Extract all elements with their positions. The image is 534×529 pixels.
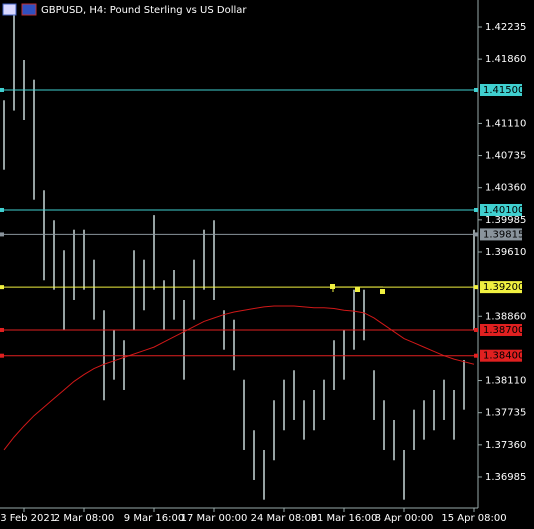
level-label-box bbox=[480, 323, 522, 336]
x-tick-label: 9 Mar 16:00 bbox=[124, 513, 184, 524]
x-tick-label: 31 Mar 16:00 bbox=[311, 513, 378, 524]
x-tick-label: 15 Apr 08:00 bbox=[441, 513, 506, 524]
level-handle bbox=[0, 285, 4, 290]
x-tick-label: 24 Mar 08:00 bbox=[251, 513, 318, 524]
level-handle bbox=[474, 207, 478, 212]
level-label: 1.38400 bbox=[483, 351, 524, 362]
y-tick-label: 1.40735 bbox=[485, 151, 526, 162]
x-tick-label: 2 Mar 08:00 bbox=[54, 513, 114, 524]
level-label: 1.38700 bbox=[483, 325, 524, 336]
x-tick-label: 17 Mar 00:00 bbox=[181, 513, 248, 524]
level-handle bbox=[474, 87, 478, 92]
y-tick-label: 1.36985 bbox=[485, 472, 526, 483]
y-tick-label: 1.37735 bbox=[485, 408, 526, 419]
level-handle bbox=[474, 327, 478, 332]
y-tick-label: 1.39985 bbox=[485, 215, 526, 226]
level-handle bbox=[0, 232, 4, 237]
icon bbox=[2, 3, 17, 16]
y-tick-label: 1.38860 bbox=[485, 311, 526, 322]
level-label-box bbox=[480, 281, 522, 294]
y-tick-label: 1.39610 bbox=[485, 247, 526, 258]
moving-average bbox=[3, 305, 475, 451]
level-handle bbox=[474, 285, 478, 290]
y-tick-label: 1.41110 bbox=[485, 118, 526, 129]
level-label: 1.41500 bbox=[483, 85, 524, 96]
level-label: 1.39200 bbox=[483, 282, 524, 293]
chart-title: GBPUSD, H4: Pound Sterling vs US Dollar bbox=[41, 5, 247, 16]
level-handle bbox=[474, 353, 478, 358]
y-tick-label: 1.37360 bbox=[485, 440, 526, 451]
y-tick-label: 1.41860 bbox=[485, 54, 526, 65]
y-tick-label: 1.40360 bbox=[485, 183, 526, 194]
level-label: 1.40100 bbox=[483, 205, 524, 216]
level-label-box bbox=[480, 228, 522, 241]
level-handle bbox=[0, 87, 4, 92]
x-tick-label: 8 Apr 00:00 bbox=[375, 513, 434, 524]
level-label-box bbox=[480, 349, 522, 362]
y-tick-label: 1.42235 bbox=[485, 22, 526, 33]
level-handle bbox=[0, 207, 4, 212]
y-tick-label: 1.38110 bbox=[485, 376, 526, 387]
x-tick-label: 23 Feb 2021 bbox=[0, 513, 56, 524]
level-label-box bbox=[480, 83, 522, 96]
flag-icon bbox=[21, 3, 37, 16]
level-handle bbox=[0, 327, 4, 332]
level-handle bbox=[474, 232, 478, 237]
level-handle bbox=[0, 353, 4, 358]
level-label-box bbox=[480, 203, 522, 216]
level-label: 1.39815 bbox=[483, 229, 524, 240]
